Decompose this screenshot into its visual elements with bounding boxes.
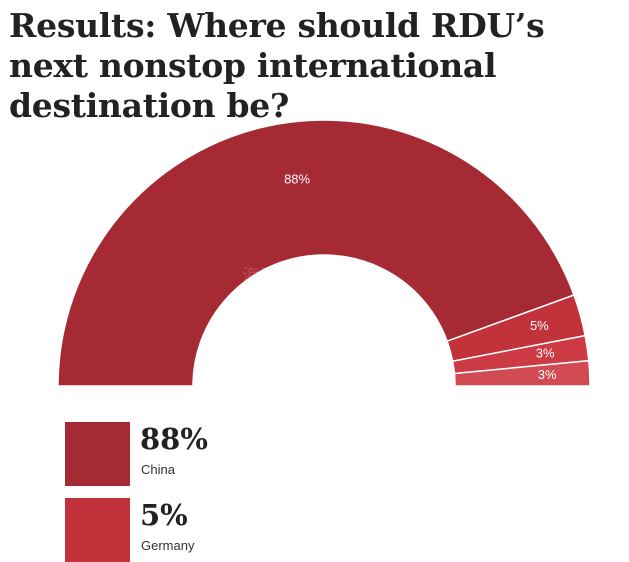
legend-label-germany: Germany [141,538,195,553]
legend-value-china: 88% [140,422,208,456]
slice-0 [57,119,575,387]
legend-label-china: China [141,462,175,477]
legend-swatch-china [65,422,130,486]
legend-swatch-germany [65,498,130,562]
slice-label-1: 5% [530,318,549,333]
slice-3 [453,359,591,387]
chart-title: Results: Where should RDU’s next nonstop… [9,6,545,125]
slice-label-0: 88% [284,172,310,187]
slice-label-2: 3% [536,346,555,361]
slice-label-3: 3% [538,367,557,382]
legend-value-germany: 5% [140,498,188,532]
